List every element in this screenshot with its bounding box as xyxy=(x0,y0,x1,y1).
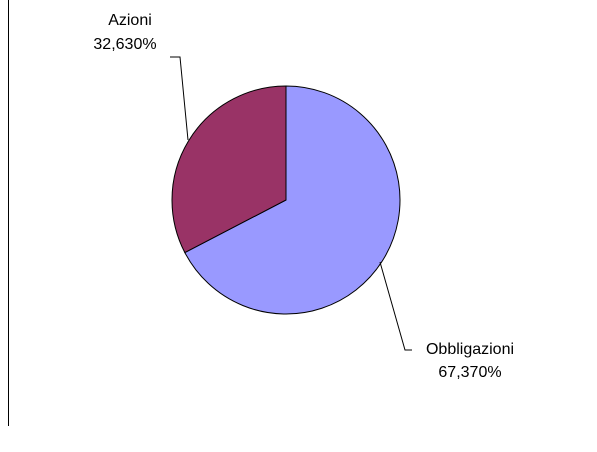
value-label: 67,370% xyxy=(438,364,501,381)
pie-slice xyxy=(184,85,401,315)
pie-slice xyxy=(171,85,287,254)
slice-label: Obbligazioni xyxy=(426,341,514,358)
leader-line xyxy=(170,56,189,141)
slice-label: Azioni xyxy=(108,12,152,29)
leader-line xyxy=(379,261,412,351)
value-label: 32,630% xyxy=(93,36,156,53)
